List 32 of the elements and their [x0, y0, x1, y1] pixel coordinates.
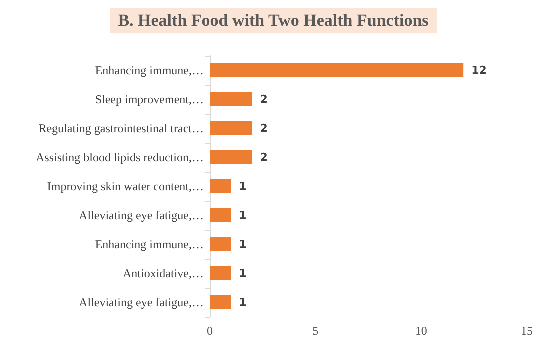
y-tick-label: Sleep improvement,… — [95, 92, 204, 106]
bar — [210, 122, 252, 136]
bar — [210, 266, 232, 280]
y-tick-label: Improving skin water content,… — [47, 180, 204, 194]
y-tick-label: Alleviating eye fatigue,… — [79, 208, 204, 222]
x-tick-label: 15 — [521, 324, 533, 338]
y-tick-label: Antioxidative,… — [123, 266, 204, 280]
y-tick-label: Alleviating eye fatigue,… — [79, 296, 204, 310]
bar — [210, 296, 232, 310]
bar — [210, 92, 252, 106]
chart-title: B. Health Food with Two Health Functions — [118, 11, 430, 30]
data-label: 1 — [239, 296, 247, 309]
bar — [210, 150, 252, 164]
data-label: 1 — [239, 267, 247, 280]
y-tick-label: Enhancing immune,… — [95, 238, 204, 252]
bar — [210, 238, 232, 252]
data-label: 1 — [239, 209, 247, 222]
y-tick-label: Assisting blood lipids reduction,… — [36, 150, 204, 164]
bar — [210, 180, 232, 194]
data-label: 12 — [472, 64, 487, 77]
x-tick-label: 5 — [312, 324, 319, 338]
bar — [210, 64, 464, 78]
data-label: 2 — [260, 151, 268, 164]
data-label: 1 — [239, 238, 247, 251]
data-label: 2 — [260, 93, 268, 106]
x-tick-label: 0 — [207, 324, 213, 338]
y-tick-label: Enhancing immune,… — [95, 64, 204, 78]
data-label: 2 — [260, 122, 268, 135]
x-tick-label: 10 — [415, 324, 428, 338]
y-tick-label: Regulating gastrointestinal tract… — [38, 122, 204, 136]
bar — [210, 208, 232, 222]
data-label: 1 — [239, 180, 247, 193]
